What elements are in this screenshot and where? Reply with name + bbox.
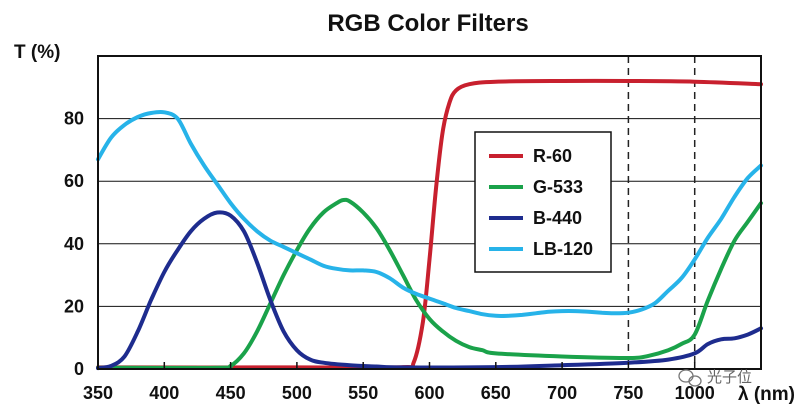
y-tick-label: 40 xyxy=(64,234,84,254)
watermark-text: 光子位 xyxy=(707,368,752,386)
y-axis-label: T (%) xyxy=(14,42,60,63)
y-tick-label: 80 xyxy=(64,109,84,129)
x-tick-label: 350 xyxy=(83,383,113,403)
x-tick-label: 750 xyxy=(613,383,643,403)
x-axis-label: λ (nm) xyxy=(738,384,795,405)
axis-break-lines xyxy=(627,56,696,369)
x-tick-label: 700 xyxy=(547,383,577,403)
legend-label: LB-120 xyxy=(533,239,593,259)
legend-label: B-440 xyxy=(533,208,582,228)
series-line-b-440 xyxy=(96,210,763,371)
series-lines xyxy=(96,78,763,371)
legend: R-60 G-533 B-440 LB-120 xyxy=(474,131,612,273)
series-line-lb-120 xyxy=(96,109,763,318)
plot-frame xyxy=(97,55,762,370)
wechat-icon xyxy=(678,369,702,387)
x-tick-label: 600 xyxy=(414,383,444,403)
y-axis-ticks: 0 20 40 60 80 xyxy=(64,109,84,379)
x-tick-label: 1000 xyxy=(675,383,715,403)
x-tick-label: 550 xyxy=(348,383,378,403)
x-axis-ticks: 350 400 450 500 550 600 650 700 750 1000 xyxy=(83,362,715,403)
x-tick-label: 650 xyxy=(481,383,511,403)
x-tick-label: 400 xyxy=(149,383,179,403)
legend-label: R-60 xyxy=(533,146,572,166)
x-tick-label: 500 xyxy=(282,383,312,403)
series-line-g-533 xyxy=(96,197,763,370)
y-tick-label: 0 xyxy=(74,359,84,379)
x-tick-label: 450 xyxy=(216,383,246,403)
legend-label: G-533 xyxy=(533,177,583,197)
watermark: 光子位 xyxy=(678,368,752,387)
chart-title: RGB Color Filters xyxy=(327,10,528,37)
y-tick-label: 60 xyxy=(64,171,84,191)
y-tick-label: 20 xyxy=(64,296,84,316)
